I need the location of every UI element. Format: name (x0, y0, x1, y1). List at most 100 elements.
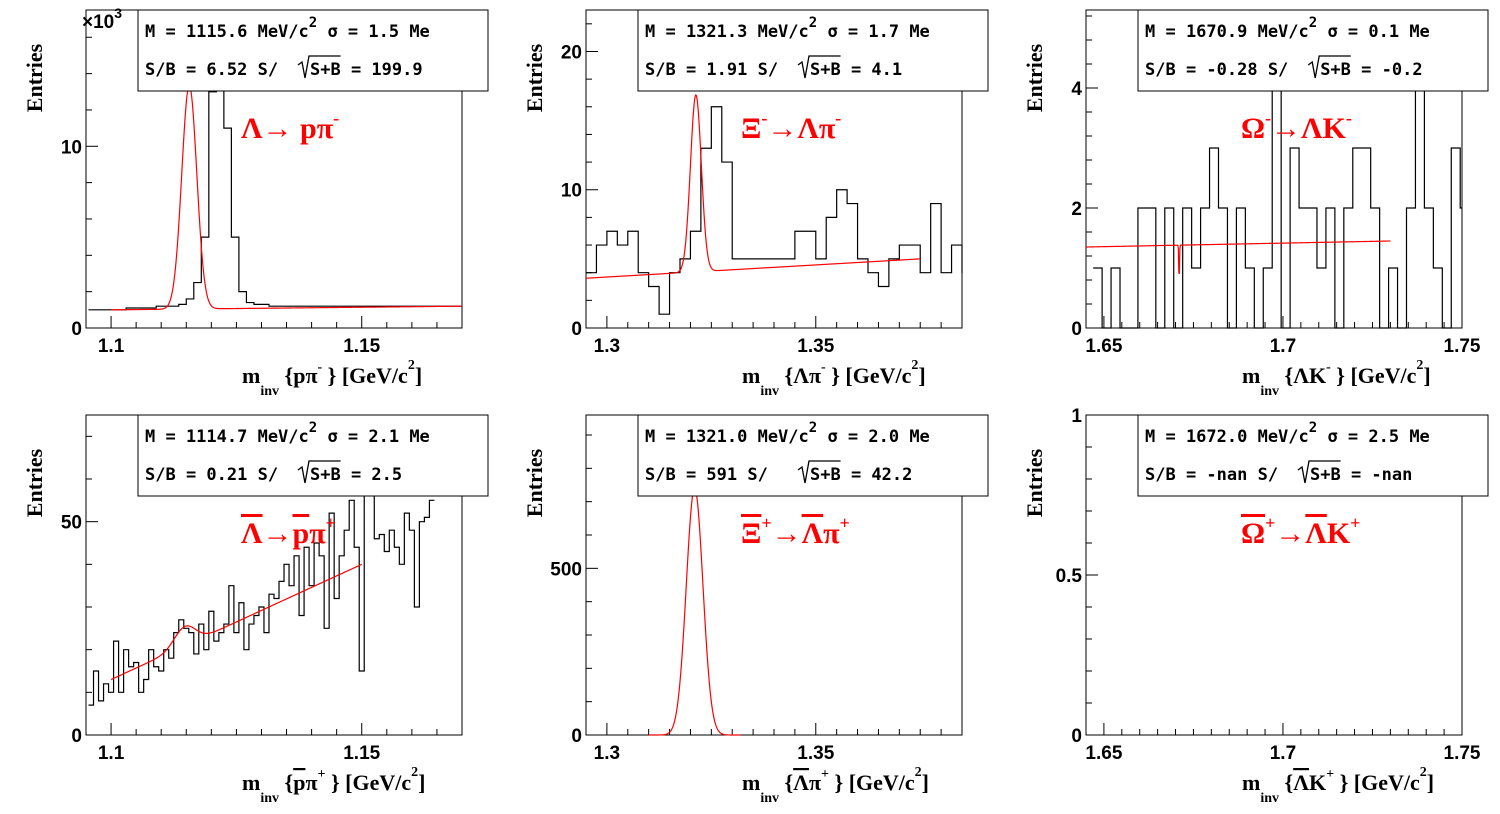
process-symbol: K (1323, 112, 1347, 145)
y-tick-label: 20 (561, 42, 582, 63)
sqrt-sign (297, 460, 341, 484)
y-axis-title: Entries (1022, 43, 1047, 112)
fit-curve (111, 84, 463, 311)
y-tick-label: 50 (61, 513, 82, 534)
process-charge: - (835, 108, 841, 128)
process-symbol: Ξ (741, 517, 761, 550)
process-symbol: → (772, 517, 802, 550)
process-charge: + (326, 513, 336, 533)
x-tick-label: 1.65 (1085, 336, 1122, 357)
x-tick-label: 1.35 (797, 743, 834, 764)
process-symbol: π (819, 112, 836, 145)
stats-significance: S/B = 591 S/S+B = 42.2 (645, 465, 912, 485)
y-tick-label: 1 (1071, 406, 1082, 427)
process-charge: - (1346, 108, 1352, 128)
process-symbol: π (309, 517, 326, 550)
process-charge: + (1350, 513, 1360, 533)
x-tick-label: 1.65 (1085, 743, 1122, 764)
process-symbol: K (1327, 517, 1351, 550)
process-label: Ξ+​→Λπ+​ (741, 513, 850, 550)
process-charge: + (761, 513, 771, 533)
stats-mass: M = 1670.9 MeV/c2 σ = 0.1 Me (1145, 15, 1430, 42)
x-tick-label: 1.1 (98, 743, 125, 764)
stats-significance: S/B = 1.91 S/S+B = 4.1 (645, 60, 902, 80)
x-tick-label: 1.35 (797, 336, 834, 357)
process-symbol: Λ (802, 517, 824, 550)
y-tick-label: 0 (1071, 726, 1082, 747)
x-tick-label: 1.7 (1270, 743, 1296, 764)
x-axis-title: minv {pπ+ } [GeV/c2] (242, 765, 425, 806)
process-label: Ω-​→ΛK-​ (1241, 108, 1352, 145)
y-tick-label: 0 (71, 319, 82, 340)
process-symbol: Λ (1305, 517, 1327, 550)
sqrt-sign (797, 55, 841, 79)
y-axis-title: Entries (22, 448, 47, 517)
sqrt-sign (1307, 55, 1351, 79)
x-tick-label: 1.3 (594, 336, 620, 357)
process-symbol: π (317, 112, 334, 145)
x-tick-label: 1.75 (1444, 743, 1481, 764)
x-axis-title: minv {ΛK+ } [GeV/c2] (1242, 765, 1434, 806)
stats-mass: M = 1114.7 MeV/c2 σ = 2.1 Me (145, 420, 430, 447)
stats-mass: M = 1115.6 MeV/c2 σ = 1.5 Me (145, 15, 430, 42)
x-tick-label: 1.7 (1270, 336, 1296, 357)
x-axis-title: minv {Λπ- } [GeV/c2] (742, 358, 926, 399)
stats-significance: S/B = 0.21 S/S+B = 2.5 (145, 465, 402, 485)
panel-5: 1.3 1.35 0 500 Entries minv {Λπ+ } [GeV/c2] M … (522, 414, 989, 806)
sqrt-sign (797, 460, 841, 484)
stats-mass: M = 1321.3 MeV/c2 σ = 1.7 Me (645, 15, 930, 42)
process-label: Ξ-​→Λπ-​ (741, 108, 841, 145)
stats-box (1137, 414, 1489, 497)
y-axis-title: Entries (522, 43, 547, 112)
process-label: Λ→pπ+​ (241, 513, 336, 550)
process-symbol: → (767, 112, 797, 145)
x-axis-title: minv {pπ- } [GeV/c2] (242, 358, 422, 399)
x-tick-label: 1.3 (594, 743, 620, 764)
y-tick-label: 0 (1071, 319, 1082, 340)
stats-mass: M = 1321.0 MeV/c2 σ = 2.0 Me (645, 420, 930, 447)
y-axis-title: Entries (22, 43, 47, 112)
histogram (586, 106, 963, 315)
process-charge: + (840, 513, 850, 533)
fit-curve (585, 93, 921, 279)
y-tick-label: 2 (1071, 199, 1082, 220)
stats-box (637, 9, 989, 92)
histogram (88, 54, 462, 311)
process-symbol: Λ (241, 112, 263, 145)
sqrt-sign (297, 55, 341, 79)
panel-4: 1.1 1.15 0 50 Entries minv {pπ+ } [GeV/c2] M =… (22, 414, 489, 806)
stats-box (137, 414, 489, 497)
x-axis-title: minv {ΛK- } [GeV/c2] (1242, 358, 1431, 399)
fit-curve (1085, 240, 1391, 275)
x-tick-label: 1.1 (98, 336, 125, 357)
process-symbol: p (300, 112, 317, 145)
process-symbol: Ω (1241, 112, 1265, 145)
histogram (88, 486, 435, 706)
y-tick-label: 500 (550, 559, 582, 580)
stats-significance: S/B = -0.28 S/S+B = -0.2 (1145, 60, 1423, 80)
fit-curve (110, 563, 362, 681)
process-symbol: Ω (1241, 517, 1265, 550)
process-charge: + (1265, 513, 1275, 533)
process-label: Λ→ pπ-​ (241, 108, 339, 145)
y-axis-title: Entries (1022, 448, 1047, 517)
process-symbol: → (1275, 517, 1305, 550)
stats-box (637, 414, 989, 497)
process-symbol: → (263, 112, 293, 145)
y-tick-label: 4 (1071, 79, 1082, 100)
x-tick-label: 1.15 (343, 743, 380, 764)
process-symbol: → (263, 517, 293, 550)
stats-mass: M = 1672.0 MeV/c2 σ = 2.5 Me (1145, 420, 1430, 447)
process-symbol: Λ (241, 517, 263, 550)
process-label: Ω+​→ΛK+​ (1241, 513, 1360, 550)
process-symbol: → (1271, 112, 1301, 145)
histogram (1093, 87, 1462, 329)
y-tick-label: 0 (571, 319, 582, 340)
stats-box (137, 9, 489, 92)
y-tick-label: 10 (561, 181, 582, 202)
fit-curve (648, 487, 741, 736)
x-axis-title: minv {Λπ+ } [GeV/c2] (742, 765, 929, 806)
stats-significance: S/B = 6.52 S/S+B = 199.9 (145, 60, 423, 80)
x-tick-label: 1.75 (1444, 336, 1481, 357)
